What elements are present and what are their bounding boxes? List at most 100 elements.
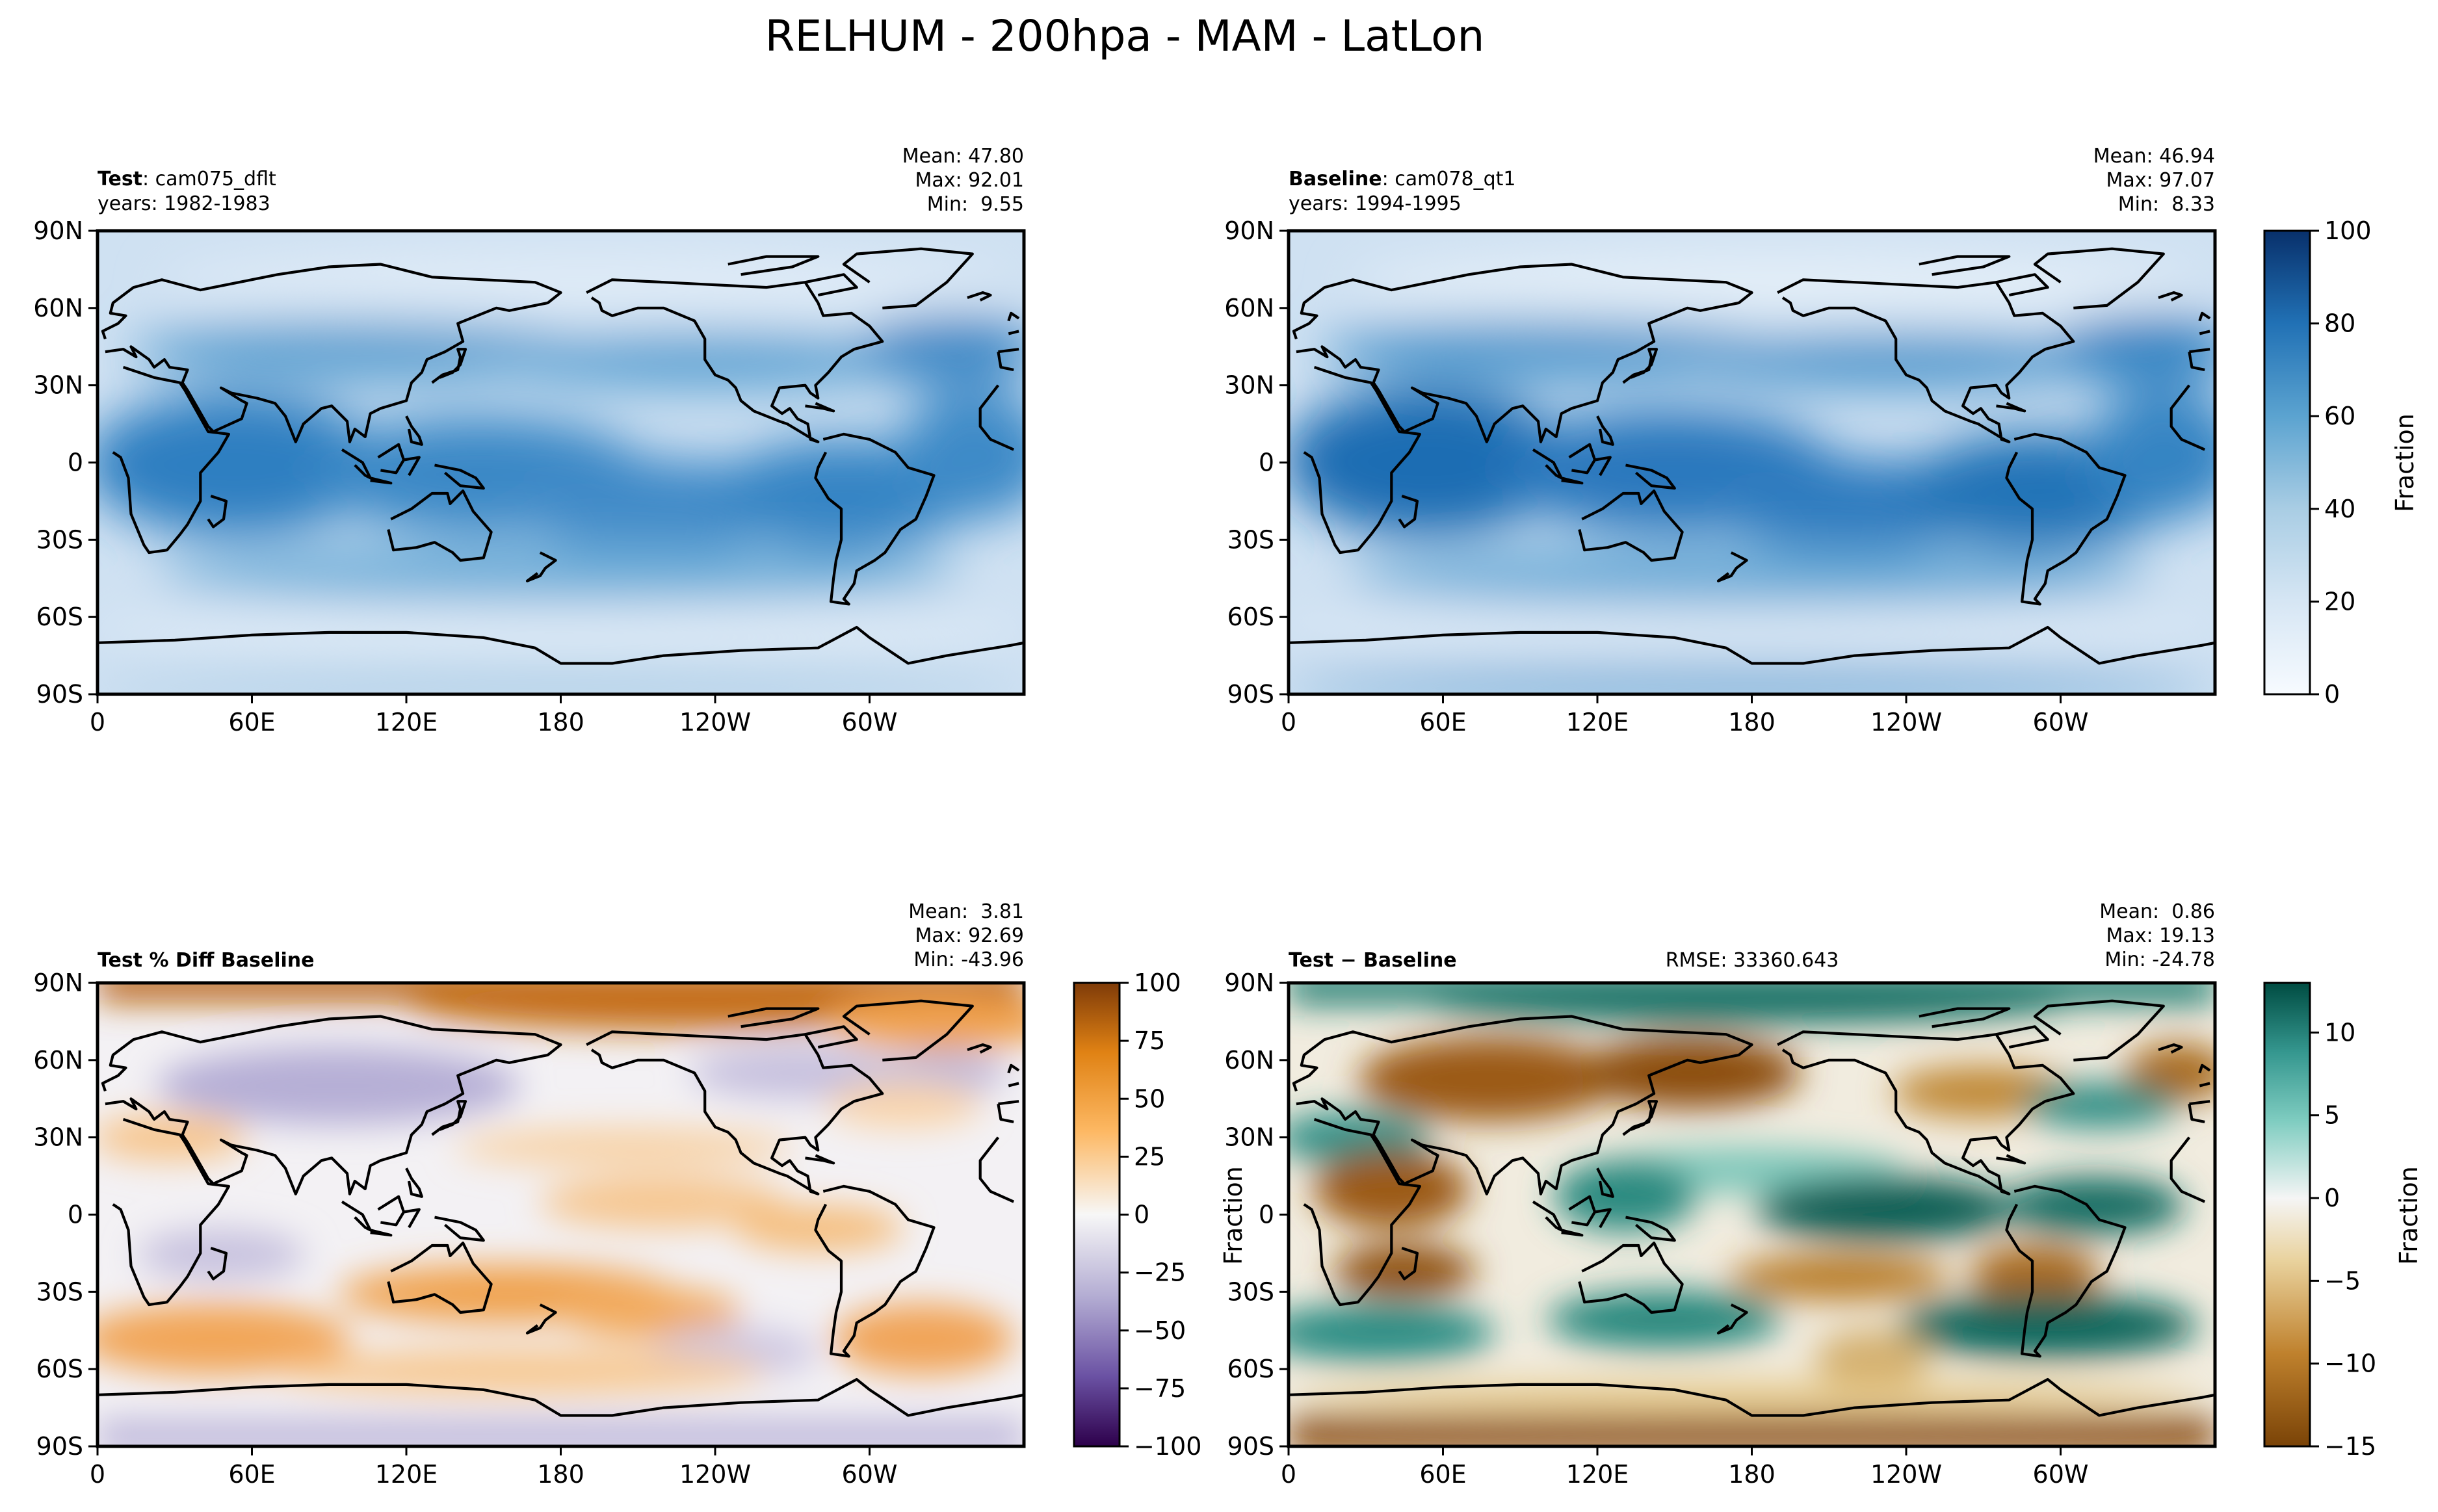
x-tick-label: 120W (1870, 708, 1942, 736)
coastline (1596, 415, 1614, 446)
test-max: Max: 92.01 (915, 169, 1024, 192)
y-tick-label: 30S (1227, 525, 1274, 554)
colorbar-tick-label: 10 (2324, 1018, 2355, 1047)
x-tick-label: 60E (1419, 708, 1466, 736)
y-tick-label: 90N (1224, 969, 1274, 997)
baseline-label-bold: Baseline (1289, 168, 1382, 190)
coastline (586, 278, 884, 443)
y-tick-label: 60N (33, 1046, 83, 1075)
colorbar-brbg (2263, 982, 2311, 1448)
y-tick-label: 60S (36, 603, 83, 631)
pctdiff-coastlines (98, 999, 1024, 1417)
coastline (2005, 432, 2127, 606)
y-tick-label: 60N (1224, 294, 1274, 322)
diff-max: Max: 19.13 (2106, 924, 2215, 947)
y-tick-label: 30S (36, 525, 83, 554)
colorbar-puor-label: Fraction (1219, 1166, 1248, 1265)
diff-field (1289, 983, 2215, 1446)
colorbar-ticks: 0204060801001007550250−25−50−75−1001050−… (1120, 216, 2376, 1461)
test-label-text: : cam075_dflt (142, 168, 276, 190)
test-years: years: 1982-1983 (98, 192, 270, 215)
x-tick-label: 60W (842, 708, 898, 736)
colorbar-tick-label: −100 (1134, 1432, 1201, 1461)
colorbar-tick-label: 100 (2324, 216, 2372, 245)
diff-coastlines (1289, 999, 2215, 1417)
panel-baseline (1289, 231, 2215, 694)
x-tick-label: 60W (842, 1460, 898, 1489)
coastline (370, 476, 393, 485)
coastline (2033, 247, 2165, 309)
coastline (586, 1030, 884, 1195)
x-tick-label: 120W (679, 708, 751, 736)
diff-rmse: RMSE: 33360.643 (1666, 949, 1839, 972)
y-tick-label: 30N (33, 371, 83, 400)
coastline (727, 255, 820, 276)
coastline (1622, 348, 1658, 384)
x-tick-label: 120W (679, 1460, 751, 1489)
coastline (387, 1242, 493, 1314)
x-tick-label: 60W (2033, 708, 2089, 736)
coastline (1303, 1117, 2206, 1307)
coastline (1596, 1167, 1614, 1198)
coastline (842, 247, 974, 309)
coastline (1594, 1208, 1612, 1229)
colorbar-tick-label: −5 (2324, 1266, 2361, 1295)
test-header-label: Test: cam075_dflt (98, 168, 276, 190)
coastline (101, 263, 1019, 443)
x-tick-label: 180 (1728, 708, 1776, 736)
y-tick-label: 30N (1224, 371, 1274, 400)
coastline (370, 1229, 393, 1237)
y-tick-label: 0 (68, 449, 83, 477)
colorbar-blues (2263, 229, 2311, 696)
coastline (814, 1184, 936, 1358)
coastline (2198, 311, 2211, 335)
coastline (98, 1377, 1024, 1417)
baseline-coastlines (1289, 247, 2215, 665)
x-tick-label: 0 (90, 708, 105, 736)
test-label-bold: Test (98, 168, 142, 190)
coastline (967, 291, 992, 302)
coastline (1716, 551, 1748, 582)
coastline (1625, 463, 1676, 490)
coastline (207, 495, 228, 528)
coastline (1919, 1007, 2011, 1028)
x-tick-label: 60E (1419, 1460, 1466, 1489)
coastline (434, 463, 485, 490)
coastline (1777, 278, 2075, 443)
baseline-min: Min: 8.33 (2118, 193, 2215, 216)
y-tick-label: 0 (68, 1201, 83, 1229)
coastline (1594, 456, 1612, 476)
pctdiff-max: Max: 92.69 (915, 924, 1024, 947)
coastline (1578, 489, 1684, 562)
coastline (1007, 1063, 1020, 1088)
coastline (431, 348, 467, 384)
pctdiff-field (98, 983, 1024, 1446)
baseline-label-text: : cam078_qt1 (1382, 168, 1516, 190)
panel-test (98, 231, 1024, 694)
coastline (805, 1154, 835, 1165)
test-coastlines (98, 247, 1024, 665)
coastline (405, 415, 423, 446)
x-tick-label: 60E (228, 1460, 275, 1489)
colorbar-tick-label: −75 (1134, 1374, 1186, 1403)
x-tick-label: 120E (375, 708, 438, 736)
coastline (112, 365, 1015, 554)
panel-pctdiff (98, 983, 1024, 1446)
baseline-field (1289, 231, 2215, 694)
figure-title: RELHUM - 200hpa - MAM - LatLon (765, 11, 1485, 61)
y-tick-label: 60N (1224, 1046, 1274, 1075)
y-tick-label: 60N (33, 294, 83, 322)
coastline (2158, 291, 2183, 302)
coastline (405, 1167, 423, 1198)
y-tick-label: 30N (1224, 1123, 1274, 1152)
colorbar-tick-label: −15 (2324, 1432, 2376, 1461)
coastline (1996, 402, 2026, 413)
coastline (525, 1303, 557, 1335)
colorbar-tick-label: 25 (1134, 1142, 1165, 1171)
colorbar-tick-label: 100 (1134, 969, 1181, 997)
y-tick-label: 90S (1227, 680, 1274, 709)
y-tick-label: 90S (36, 1432, 83, 1461)
colorbar-brbg-label: Fraction (2394, 1166, 2423, 1265)
coastline (1996, 273, 2049, 297)
pctdiff-min: Min: -43.96 (913, 948, 1024, 971)
